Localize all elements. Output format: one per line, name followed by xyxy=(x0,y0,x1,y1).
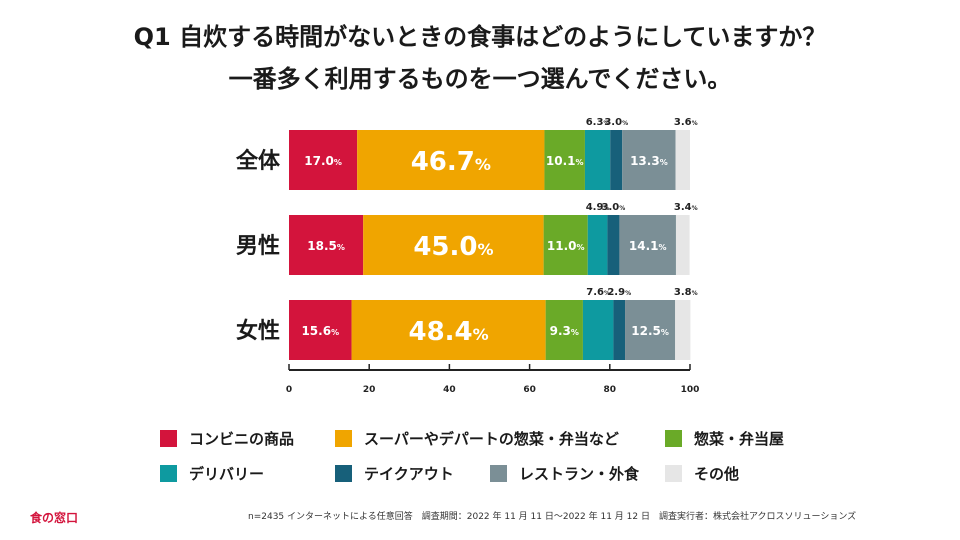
data-label: 7.6% xyxy=(586,287,610,298)
bar-segment xyxy=(675,215,690,275)
bar-segment xyxy=(545,300,583,360)
data-label: 14.1% xyxy=(629,239,667,253)
data-label: 12.5% xyxy=(631,324,669,338)
bar-segment xyxy=(289,130,358,190)
data-label: 46.7% xyxy=(411,147,491,177)
legend-item: コンビニの商品 xyxy=(160,428,294,449)
bar-segment xyxy=(584,130,611,190)
legend-swatch xyxy=(160,430,177,447)
category-label: 全体 xyxy=(235,148,281,174)
legend-label: 惣菜・弁当屋 xyxy=(694,430,785,448)
bar-segment xyxy=(675,300,691,360)
legend-label: その他 xyxy=(694,465,740,483)
data-label: 2.9% xyxy=(607,287,631,298)
bar-segment xyxy=(582,300,614,360)
data-label: 13.3% xyxy=(630,154,668,168)
legend-swatch xyxy=(335,465,352,482)
bar-segment xyxy=(613,300,626,360)
bar-segment xyxy=(619,215,676,275)
bar-segment xyxy=(610,130,623,190)
category-label: 男性 xyxy=(236,234,280,259)
title-line-1: Q1 自炊する時間がないときの食事はどのようにしていますか？ xyxy=(133,23,827,51)
legend-swatch xyxy=(490,465,507,482)
bar-segment xyxy=(622,130,676,190)
legend-item: テイクアウト xyxy=(335,463,454,484)
data-label: 4.9% xyxy=(586,202,610,213)
legend-swatch xyxy=(665,430,682,447)
legend-item: 惣菜・弁当屋 xyxy=(665,428,784,449)
category-label: 女性 xyxy=(236,318,280,344)
legend-item: スーパーやデパートの惣菜・弁当など xyxy=(335,428,619,449)
data-label: 15.6% xyxy=(301,324,339,338)
data-label: 48.4% xyxy=(409,317,489,347)
data-label: 17.0% xyxy=(304,154,342,168)
x-tick-label: 80 xyxy=(604,385,617,395)
x-tick-label: 60 xyxy=(523,385,536,395)
legend-item: デリバリー xyxy=(160,463,264,484)
data-label: 3.0% xyxy=(602,202,626,213)
legend-label: テイクアウト xyxy=(364,465,454,483)
data-label: 45.0% xyxy=(413,232,493,262)
legend-label: デリバリー xyxy=(189,465,265,483)
bar-segment xyxy=(289,215,364,275)
data-label: 3.4% xyxy=(674,202,698,213)
x-tick-label: 0 xyxy=(286,385,292,395)
data-label: 3.6% xyxy=(674,117,698,128)
data-label: 3.0% xyxy=(604,117,628,128)
legend-swatch xyxy=(160,465,177,482)
bar-segment xyxy=(363,215,544,275)
bar-segment xyxy=(675,130,690,190)
legend-label: コンビニの商品 xyxy=(189,430,295,448)
data-label: 6.3% xyxy=(586,117,610,128)
brand-logo: 食の窓口 xyxy=(30,511,79,525)
bar-segment xyxy=(543,215,588,275)
stacked-bar-chart: 全体 17.0% 46.7% 10.1%6.3%3.0%13.3%3.6%男性 18.5… xyxy=(235,117,700,395)
data-label: 18.5% xyxy=(307,239,345,253)
legend-swatch xyxy=(335,430,352,447)
x-tick-label: 100 xyxy=(681,385,700,395)
survey-footnote: n=2435 インターネットによる任意回答 調査期間：2022 年 11 月 1… xyxy=(248,512,857,522)
data-label: 3.8% xyxy=(674,287,698,298)
bar-segment xyxy=(625,300,676,360)
legend-item: その他 xyxy=(665,463,739,484)
legend-item: レストラン・外食 xyxy=(490,463,639,484)
data-label: 11.0% xyxy=(547,239,585,253)
title-line-2: 一番多く利用するものを一つ選んでください。 xyxy=(228,65,732,93)
bar-segment xyxy=(587,215,608,275)
x-tick-label: 40 xyxy=(443,385,456,395)
bar-segment xyxy=(289,300,352,360)
data-label: 9.3% xyxy=(550,324,579,338)
bar-segment xyxy=(607,215,620,275)
x-tick-label: 20 xyxy=(363,385,376,395)
bar-segment xyxy=(357,130,545,190)
legend-label: スーパーやデパートの惣菜・弁当など xyxy=(364,430,619,448)
bar-segment xyxy=(544,130,585,190)
data-label: 10.1% xyxy=(546,154,584,168)
legend-label: レストラン・外食 xyxy=(519,465,640,483)
bar-segment xyxy=(351,300,546,360)
legend-swatch xyxy=(665,465,682,482)
